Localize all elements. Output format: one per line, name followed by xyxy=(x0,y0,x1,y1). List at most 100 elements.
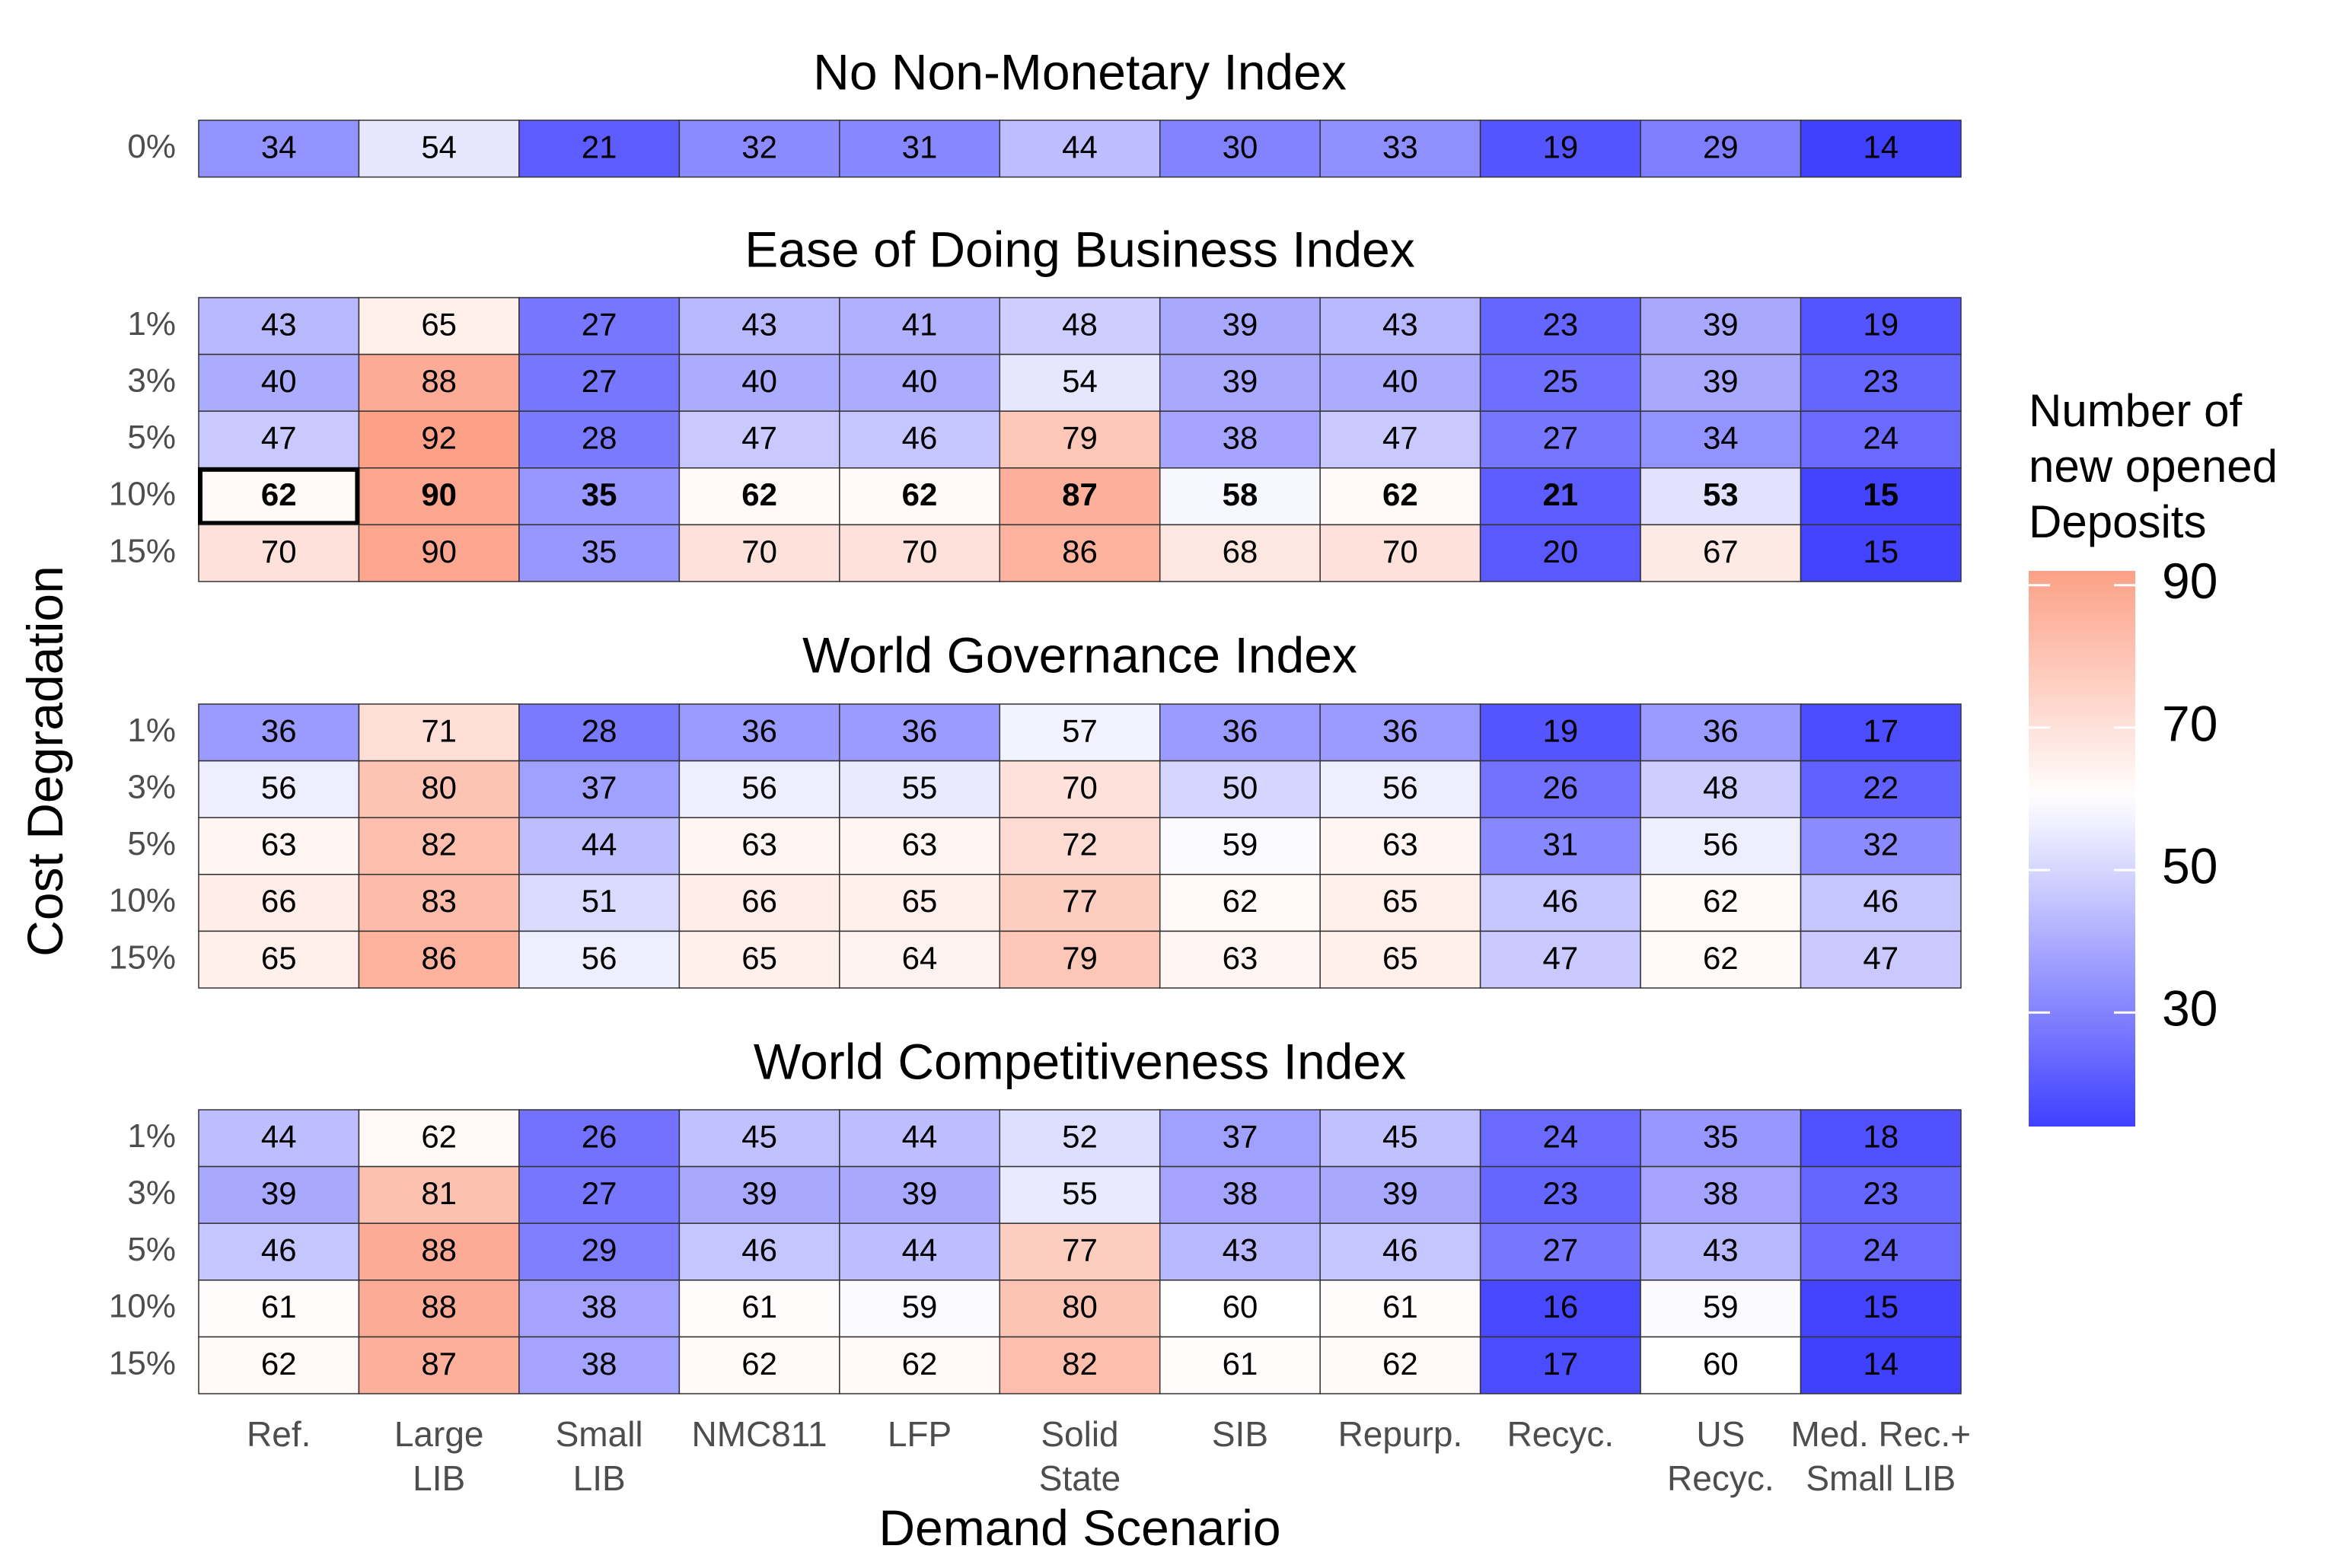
legend-tick-label: 70 xyxy=(2162,695,2217,751)
heatmap-cell xyxy=(678,410,840,469)
cell-value: 70 xyxy=(902,534,938,569)
x-axis-label: Demand Scenario xyxy=(878,1499,1280,1556)
heatmap-cell xyxy=(518,1280,681,1338)
cell-value: 50 xyxy=(1223,770,1258,805)
heatmap-cell xyxy=(1479,930,1641,989)
heatmap-cell xyxy=(999,1222,1161,1281)
cell-value: 47 xyxy=(1543,940,1579,976)
heatmap-cell xyxy=(1800,703,1962,762)
heatmap-cell xyxy=(1800,817,1962,875)
cell-value: 48 xyxy=(1703,770,1739,805)
cell-value: 43 xyxy=(1703,1232,1739,1268)
heatmap-cell xyxy=(518,1222,681,1281)
x-tick-label: SIB xyxy=(1212,1414,1268,1454)
x-tick-line: LIB xyxy=(573,1458,626,1498)
heatmap-cell xyxy=(1159,1336,1321,1394)
cell-value: 86 xyxy=(421,940,457,976)
cell-value: 40 xyxy=(261,363,297,399)
cell-value: 37 xyxy=(1223,1118,1258,1154)
heatmap-cell xyxy=(1800,1336,1962,1394)
cell-value: 53 xyxy=(1703,476,1739,512)
heatmap-cell xyxy=(1159,297,1321,355)
heatmap-cell xyxy=(1640,524,1802,582)
cell-value: 66 xyxy=(741,883,777,919)
heatmap-cell xyxy=(1319,703,1481,762)
cell-value: 56 xyxy=(741,770,777,805)
heatmap-cell xyxy=(1479,353,1641,412)
cell-value: 62 xyxy=(1223,883,1258,919)
cell-value: 25 xyxy=(1543,363,1579,399)
heatmap-cell xyxy=(358,1280,520,1338)
heatmap-cell xyxy=(1479,1336,1641,1394)
heatmap-cell xyxy=(1640,760,1802,818)
heatmap-cell xyxy=(1640,1165,1802,1224)
heatmap-cell xyxy=(1479,410,1641,469)
panel-title: World Governance Index xyxy=(802,626,1357,683)
heatmap-cell xyxy=(999,1336,1161,1394)
cell-value: 56 xyxy=(261,770,297,805)
cell-value: 15 xyxy=(1863,476,1899,512)
heatmap-cell xyxy=(678,760,840,818)
heatmap-cell xyxy=(999,353,1161,412)
cell-value: 62 xyxy=(261,1346,297,1382)
cell-value: 43 xyxy=(1382,306,1418,342)
heatmap-cell xyxy=(678,874,840,932)
cell-value: 46 xyxy=(741,1232,777,1268)
cell-value: 51 xyxy=(582,883,617,919)
cell-value: 70 xyxy=(1062,770,1098,805)
cell-value: 38 xyxy=(582,1289,617,1324)
y-tick-label: 3% xyxy=(127,1174,176,1212)
cell-value: 46 xyxy=(1543,883,1579,919)
panel: World Governance Index 1% 36 71 28 36 36 57 36 36… xyxy=(109,626,1962,989)
heatmap-cell xyxy=(518,467,681,526)
cell-value: 24 xyxy=(1863,1232,1899,1268)
cell-value: 68 xyxy=(1223,534,1258,569)
cell-value: 88 xyxy=(421,1289,457,1324)
heatmap-cell xyxy=(358,524,520,582)
x-tick-label: Large LIB xyxy=(394,1414,484,1498)
cell-value: 37 xyxy=(582,770,617,805)
heatmap-cell xyxy=(678,1336,840,1394)
cell-value: 38 xyxy=(1223,1175,1258,1211)
heatmap-cell xyxy=(839,817,1001,875)
x-tick-line: US xyxy=(1696,1414,1745,1454)
cell-value: 36 xyxy=(1703,712,1739,748)
x-tick-line: Solid xyxy=(1041,1414,1118,1454)
cell-value: 44 xyxy=(1062,129,1098,164)
legend-colorbar xyxy=(2029,571,2135,1127)
heatmap-cell xyxy=(839,1165,1001,1224)
x-tick-label: NMC811 xyxy=(692,1414,827,1454)
cell-value: 30 xyxy=(1223,129,1258,164)
cell-value: 26 xyxy=(1543,770,1579,805)
heatmap-cell xyxy=(1800,1280,1962,1338)
heatmap-cell xyxy=(1319,120,1481,178)
heatmap-cell xyxy=(358,930,520,989)
legend-tick-label: 50 xyxy=(2162,838,2217,894)
cell-value: 43 xyxy=(261,306,297,342)
cell-value: 36 xyxy=(261,712,297,748)
heatmap-cell xyxy=(999,524,1161,582)
cell-value: 23 xyxy=(1863,1175,1899,1211)
heatmap-cell xyxy=(999,874,1161,932)
cell-value: 27 xyxy=(1543,1232,1579,1268)
cell-value: 45 xyxy=(1382,1118,1418,1154)
heatmap-cell xyxy=(198,467,360,526)
heatmap-cell xyxy=(1800,760,1962,818)
x-tick-line: LIB xyxy=(413,1458,465,1498)
cell-value: 47 xyxy=(261,420,297,456)
cell-value: 59 xyxy=(1703,1289,1739,1324)
cell-value: 34 xyxy=(261,129,297,164)
heatmap-cell xyxy=(678,467,840,526)
y-tick-label: 5% xyxy=(127,419,176,456)
y-tick-label: 3% xyxy=(127,362,176,400)
heatmap-cell xyxy=(1479,297,1641,355)
cell-value: 46 xyxy=(261,1232,297,1268)
heatmap-cell xyxy=(1319,1109,1481,1168)
cell-value: 88 xyxy=(421,1232,457,1268)
x-tick-line: Recyc. xyxy=(1507,1414,1615,1454)
y-tick-label: 10% xyxy=(109,1288,176,1325)
heatmap-cell xyxy=(1479,817,1641,875)
heatmap-cell xyxy=(678,930,840,989)
